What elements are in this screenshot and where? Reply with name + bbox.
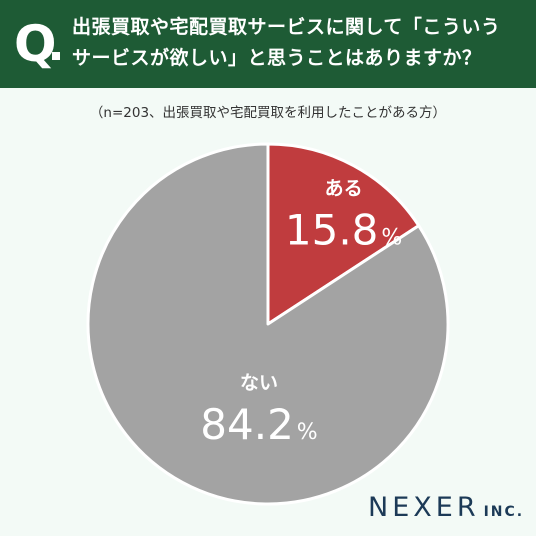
logo-suffix: INC.: [483, 504, 525, 520]
sample-note: （n=203、出張買取や宅配買取を利用したことがある方）: [89, 105, 447, 121]
logo-name: NEXER: [368, 492, 480, 523]
question-line-2: サービスが欲しい」と思うことはありますか？: [72, 47, 482, 69]
pie-labels: ある 15.8 % ない 84.2%: [200, 177, 402, 448]
question-line-1: 出張買取や宅配買取サービスに関して「こういう: [72, 16, 501, 38]
question-text: 出張買取や宅配買取サービスに関して「こういう サービスが欲しい」と思うことはあり…: [72, 12, 528, 74]
q-mark: Q: [14, 15, 57, 73]
nexer-logo: NEXER INC.: [368, 492, 525, 523]
pie-slice-nai: [86, 142, 450, 506]
question-header: Q 出張買取や宅配買取サービスに関して「こういう サービスが欲しい」と思うことは…: [0, 0, 536, 88]
pie-slice-aru: [266, 142, 421, 326]
pie-slices: [86, 142, 450, 506]
slice-label: ない: [240, 372, 278, 394]
slice-value-label: 84.2%: [200, 400, 317, 449]
q-mark-dot: [52, 52, 60, 60]
slice-value-label: 15.8%: [285, 205, 402, 254]
slice-label: ある: [325, 177, 363, 199]
